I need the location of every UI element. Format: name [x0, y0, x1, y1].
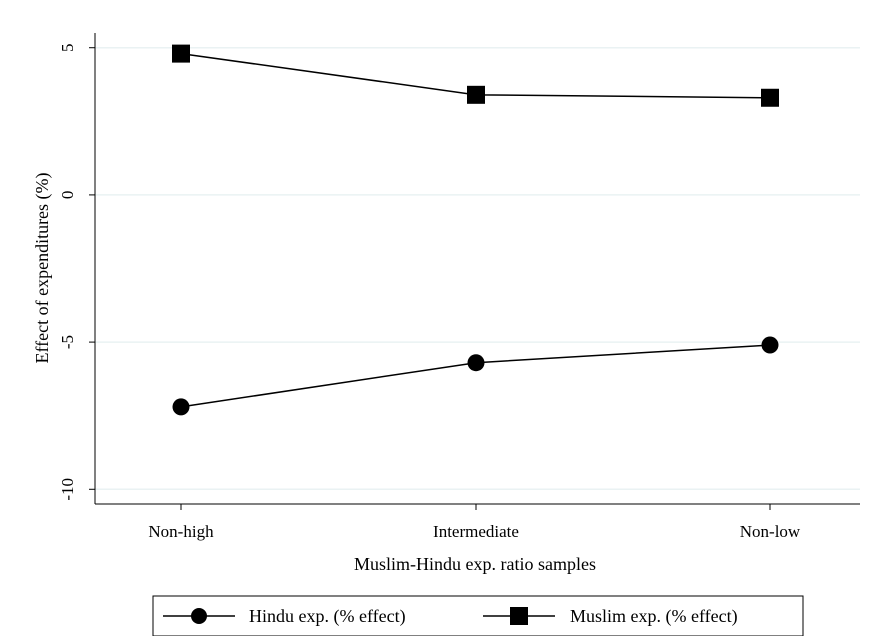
x-ticks: Non-high Intermediate Non-low	[148, 504, 801, 541]
y-tick-label: 5	[58, 43, 77, 52]
legend: Hindu exp. (% effect) Muslim exp. (% eff…	[152, 595, 804, 636]
data-point-circle	[761, 336, 779, 354]
legend-item-muslim: Muslim exp. (% effect)	[483, 606, 738, 627]
legend-label-hindu: Hindu exp. (% effect)	[249, 606, 406, 627]
legend-box	[152, 595, 804, 636]
y-tick-label: -10	[58, 478, 77, 501]
legend-label-muslim: Muslim exp. (% effect)	[570, 606, 738, 627]
x-tick-label: Non-high	[148, 522, 214, 541]
legend-marker-square	[510, 607, 528, 625]
y-ticks: -10 -5 0 5	[58, 43, 95, 501]
y-axis-title: Effect of expenditures (%)	[32, 172, 53, 363]
data-point-square	[172, 44, 190, 63]
gridlines	[95, 46, 860, 491]
series-layer	[172, 44, 779, 416]
y-tick-label: 0	[58, 191, 77, 200]
y-tick-label: -5	[58, 335, 77, 349]
x-axis-title: Muslim-Hindu exp. ratio samples	[354, 554, 596, 574]
x-tick-label: Non-low	[740, 522, 801, 541]
legend-item-hindu: Hindu exp. (% effect)	[163, 606, 406, 627]
x-tick-label: Intermediate	[433, 522, 519, 541]
data-point-square	[761, 88, 779, 107]
data-point-circle	[172, 398, 190, 416]
data-point-square	[467, 85, 485, 104]
data-point-circle	[467, 354, 485, 372]
legend-marker-circle	[191, 608, 207, 624]
